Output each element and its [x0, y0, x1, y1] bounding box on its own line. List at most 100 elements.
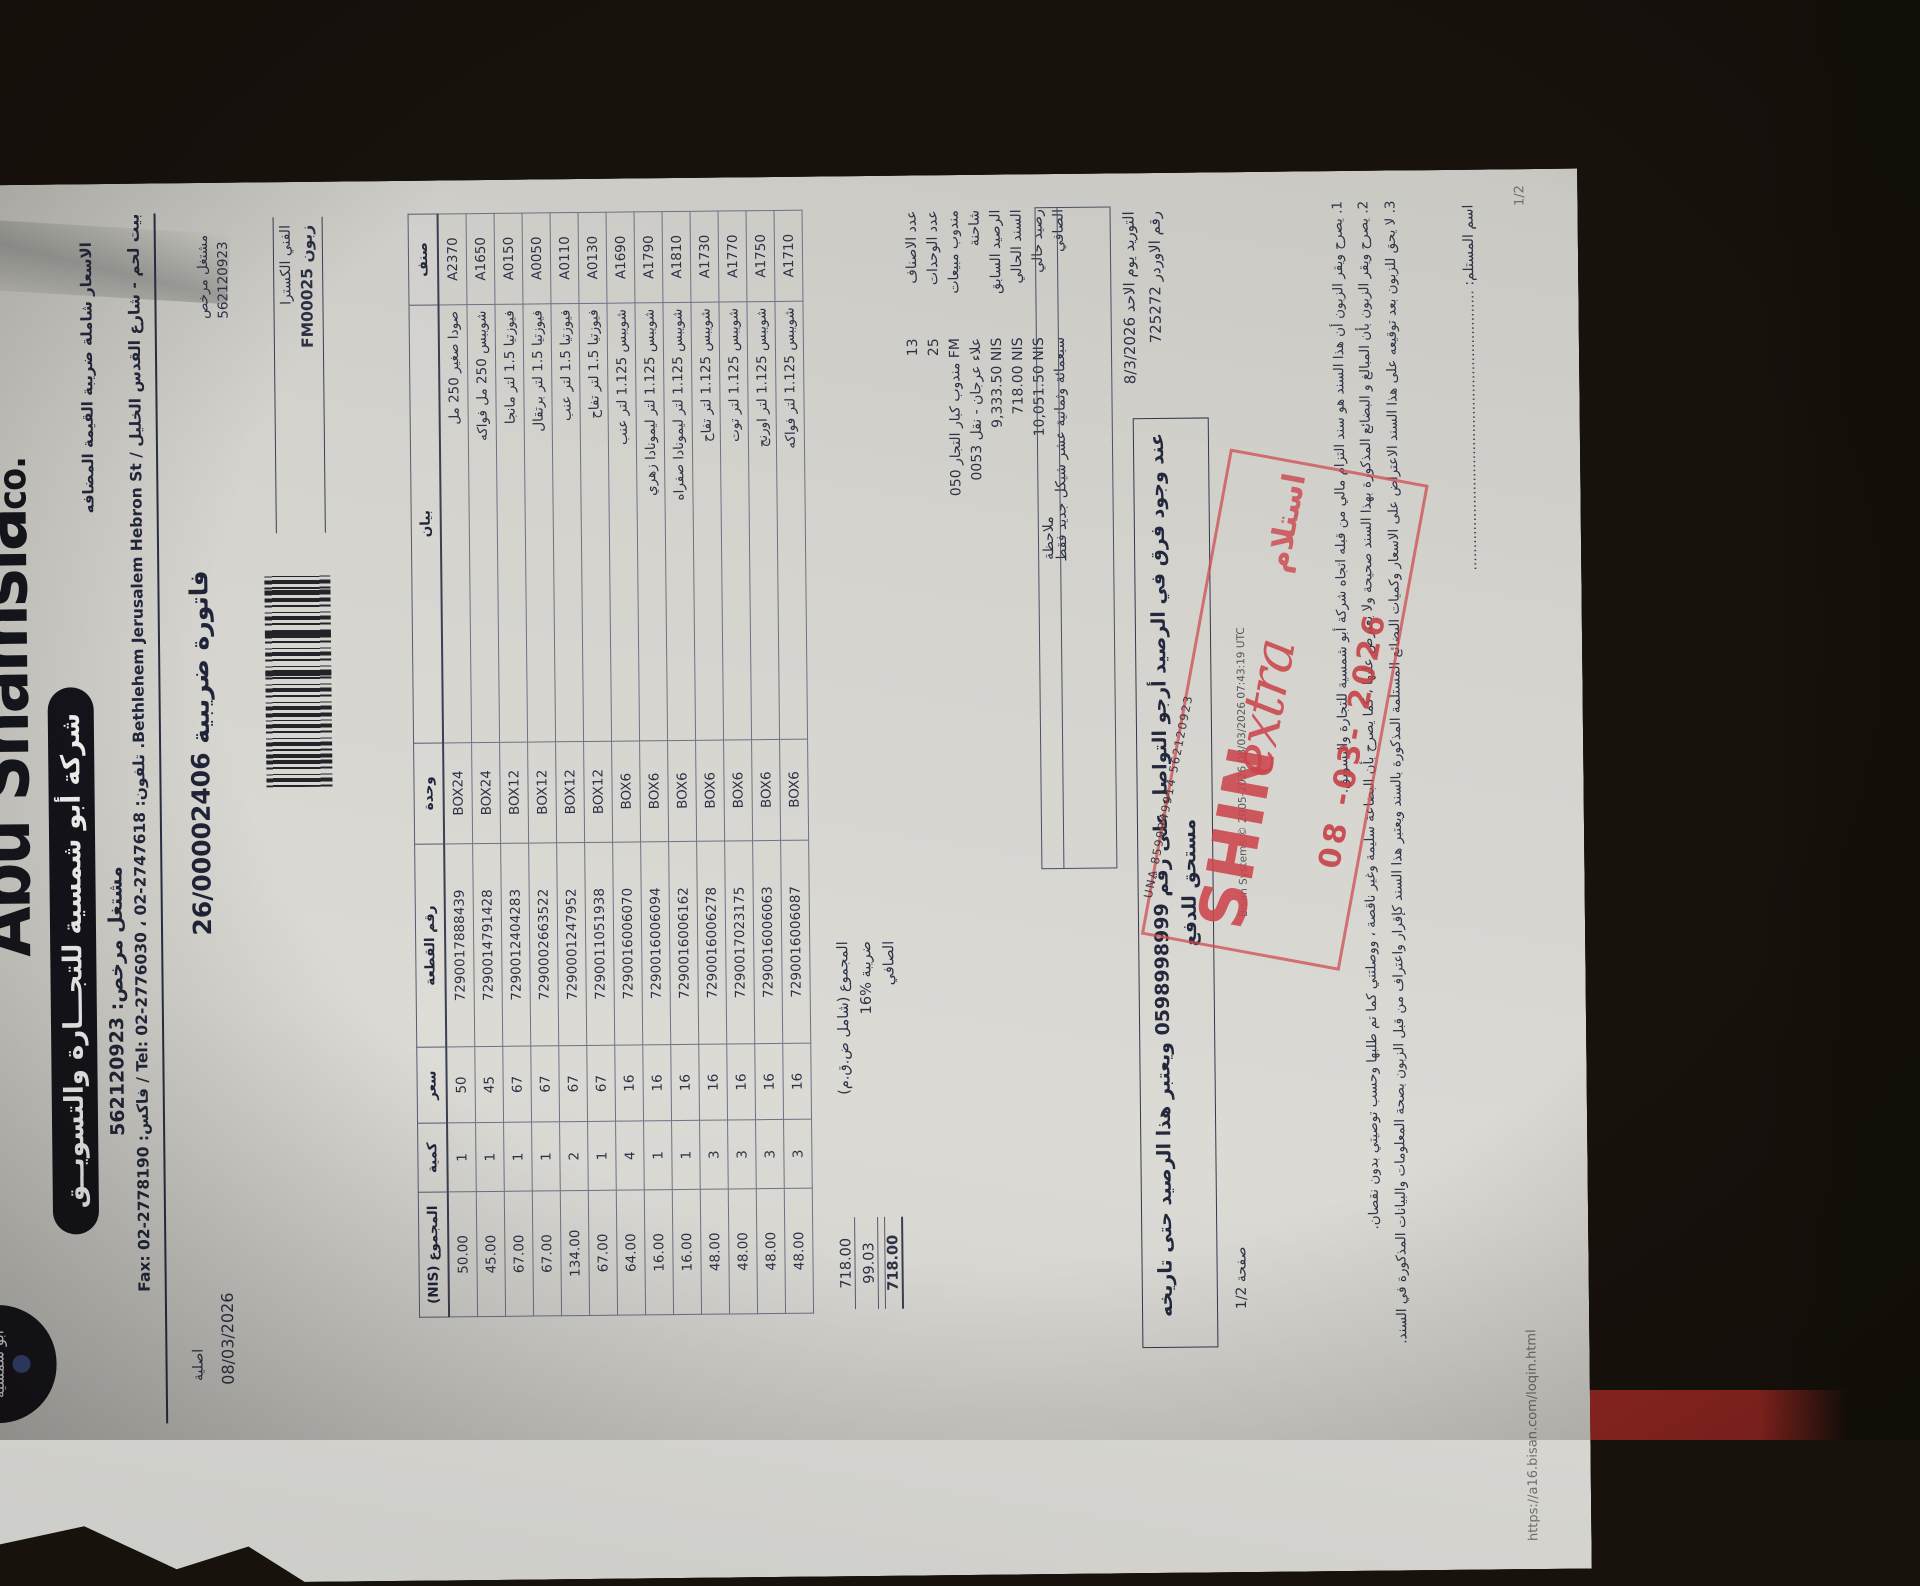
- item-unit: BOX24: [443, 742, 473, 844]
- dealer-license-label: مشتغل مرخص:: [104, 866, 128, 1011]
- background-shadow: [1760, 0, 1920, 1440]
- item-part: 7290017888439: [444, 843, 475, 1047]
- summary-value: 25: [925, 338, 942, 357]
- item-price: 50: [446, 1047, 475, 1123]
- item-code: A0110: [550, 213, 579, 304]
- dealer-small-label: مشتغل مرخص: [194, 234, 212, 319]
- item-price: 16: [615, 1045, 644, 1121]
- total-net-value: 718.00: [884, 1217, 904, 1309]
- item-part: 7290014791428: [473, 843, 503, 1047]
- totals-block: المجموع (شامل ض.ق.م) 718.00 ضريبة %16 99…: [832, 939, 907, 1312]
- item-price: 16: [783, 1043, 812, 1119]
- customer-box: الفني الكسترا زبون FM00025: [273, 217, 326, 534]
- receiver-dots: ........................................…: [1461, 290, 1481, 571]
- item-price: 67: [587, 1046, 616, 1122]
- item-price: 67: [531, 1046, 560, 1122]
- company-name-en-suffix: co.: [0, 456, 35, 511]
- item-part: 7290016006162: [669, 841, 699, 1045]
- header-rule: [154, 213, 169, 1423]
- receiver-line: اسم المستلم: ...........................…: [1460, 205, 1480, 625]
- total-gross-label: المجموع (شامل ض.ق.م): [835, 941, 853, 1095]
- total-tax-value: 99.03: [861, 1217, 879, 1309]
- item-qty: 1: [447, 1123, 476, 1193]
- item-code: A1810: [662, 211, 691, 302]
- item-qty: 1: [644, 1121, 673, 1191]
- item-total: 67.00: [532, 1191, 561, 1316]
- item-desc: شويبس 1.125 لتر فواكه: [775, 301, 808, 739]
- item-code: A1770: [718, 211, 747, 302]
- dealer-license-small: مشتغل مرخص 562120923: [193, 235, 234, 319]
- item-unit: BOX24: [472, 742, 501, 844]
- order-number-label: رقم الاوردر: [1145, 210, 1164, 282]
- item-unit: BOX12: [556, 741, 585, 843]
- item-total: 16.00: [672, 1190, 701, 1315]
- item-total: 48.00: [700, 1189, 729, 1314]
- order-number-value: 725272: [1145, 285, 1165, 344]
- item-price: 16: [727, 1044, 756, 1120]
- summary-label: مندوب مبيعات: [945, 210, 962, 294]
- item-desc: شويبس 1.125 لتر تفاح: [691, 302, 724, 740]
- item-unit: BOX6: [612, 740, 641, 842]
- item-total: 48.00: [728, 1189, 757, 1314]
- stamp-brand-script: extra: [1219, 634, 1309, 782]
- item-qty: 1: [532, 1122, 561, 1192]
- column-header-total: المجموع (NIS): [418, 1192, 449, 1317]
- total-gross-value: 718.00: [838, 1217, 856, 1309]
- summary-value: 050 مندوب كبار التجار FM: [946, 338, 965, 497]
- item-code: A0130: [578, 212, 607, 303]
- item-qty: 3: [728, 1120, 757, 1190]
- item-unit: BOX12: [528, 741, 557, 843]
- item-desc: صودا صغير 250 مل: [438, 304, 471, 742]
- item-qty: 4: [616, 1121, 645, 1191]
- item-price: 16: [699, 1044, 728, 1120]
- item-qty: 3: [700, 1120, 729, 1190]
- item-desc: شويبس 1.125 لتر ليمونادا زهري: [635, 302, 668, 740]
- item-part: 7290016006278: [697, 841, 727, 1045]
- column-header-part: رقم القطعة: [415, 844, 447, 1048]
- receiver-label: اسم المستلم:: [1460, 204, 1478, 286]
- customer-label: زبون: [297, 224, 317, 263]
- item-total: 48.00: [756, 1189, 785, 1314]
- company-address-line: بيت لحم - شارع القدس الخليل / Bethlehem …: [124, 213, 154, 1292]
- item-total: 64.00: [616, 1190, 645, 1315]
- summary-label: عدد الوحدات: [924, 210, 941, 286]
- dealer-license-large: مشتغل مرخص: 562120923: [104, 866, 129, 1136]
- item-unit: BOX6: [640, 740, 669, 842]
- item-code: A1710: [774, 210, 803, 301]
- summary-label: الرصيد السابق: [987, 209, 1004, 295]
- column-header-code: صنف: [408, 214, 438, 305]
- item-code: A1750: [746, 210, 775, 301]
- stamp-brand: SHINextra: [1185, 633, 1311, 934]
- company-name-en: Abu Shamsiaco.: [0, 457, 48, 958]
- items-table: صنف بيان وحدة رقم القطعة سعر كمية المجمو…: [408, 210, 815, 1318]
- summary-label: عدد الاصناف: [903, 210, 920, 284]
- notes-box: ملاحظة: [1034, 206, 1117, 869]
- item-unit: BOX6: [668, 740, 697, 842]
- summary-value: 0053 علاء عرجان - نقل: [967, 337, 985, 481]
- stamp-receipt-word: استلام: [1259, 470, 1314, 576]
- item-unit: BOX6: [724, 739, 753, 841]
- item-code: A1690: [606, 212, 635, 303]
- logo-dot: [12, 1355, 30, 1373]
- item-unit: BOX12: [500, 742, 529, 844]
- item-code: A1790: [634, 212, 663, 303]
- item-code: A1730: [690, 211, 719, 302]
- copy-type-label: اصلية: [190, 1348, 207, 1382]
- summary-label: السند الحالي: [1008, 209, 1025, 284]
- item-code: A2370: [438, 214, 467, 305]
- item-part: 7290016006070: [613, 842, 643, 1046]
- item-price: 67: [559, 1046, 588, 1122]
- total-tax-label: ضريبة %16: [858, 940, 875, 1015]
- item-qty: 1: [504, 1122, 533, 1192]
- dealer-license-number: 562120923: [105, 1016, 130, 1137]
- column-header-qty: كمية: [418, 1123, 448, 1193]
- invoice-barcode: [264, 572, 332, 788]
- item-total: 67.00: [504, 1191, 533, 1316]
- vat-included-note: الاسعار شاملة ضريبة القيمة المضافه: [76, 242, 98, 514]
- item-code: A1650: [466, 213, 495, 304]
- column-header-unit: وحدة: [414, 743, 445, 845]
- print-footer-url: https://a16.bisan.com/loqin.html: [1524, 1329, 1542, 1542]
- item-part: 7290002663522: [529, 843, 559, 1047]
- item-qty: 2: [560, 1121, 589, 1191]
- item-code: A0050: [522, 213, 551, 304]
